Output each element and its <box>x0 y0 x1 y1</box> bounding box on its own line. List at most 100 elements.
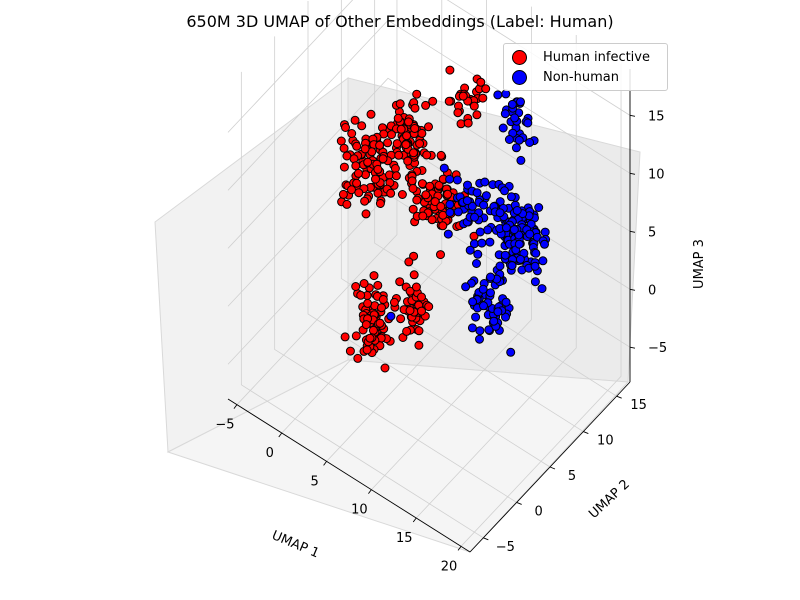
non-human-point-666 <box>486 288 495 298</box>
human-infective-point-393 <box>347 185 356 195</box>
non-human-point-637 <box>507 261 517 271</box>
non-human-point-674 <box>475 326 485 336</box>
y-tick-label-1: 0 <box>535 504 543 519</box>
non-human-point-210 <box>507 99 517 109</box>
non-human-point-644 <box>495 261 505 271</box>
non-human-point-265 <box>463 180 472 190</box>
human-infective-point-363 <box>352 178 362 188</box>
legend-label-human-infective: Human infective <box>543 49 650 65</box>
non-human-point-369 <box>472 188 482 198</box>
chart-title: 650M 3D UMAP of Other Embeddings (Label:… <box>186 12 614 31</box>
z-tick-label-4: 15 <box>648 109 665 124</box>
legend-item-human-infective: Human infective <box>512 47 650 67</box>
human-infective-point-163 <box>410 103 420 113</box>
human-infective-point-65 <box>476 77 486 87</box>
human-infective-point-652 <box>365 333 375 343</box>
human-infective-point-276 <box>401 140 411 150</box>
non-human-point-480 <box>538 256 548 266</box>
human-infective-point-93 <box>469 101 479 111</box>
human-infective-point-164 <box>409 251 419 261</box>
non-human-point-279 <box>516 97 525 107</box>
non-human-point-381 <box>473 249 483 259</box>
human-infective-point-117 <box>472 110 482 120</box>
non-human-point-554 <box>515 254 525 264</box>
human-infective-point-108 <box>407 176 417 186</box>
z-tick-label-3: 10 <box>648 167 665 182</box>
z-tick-1 <box>629 288 636 291</box>
human-infective-point-148 <box>338 189 348 199</box>
y-tick-label-3: 10 <box>597 434 614 449</box>
non-human-point-452 <box>512 206 522 215</box>
human-infective-point-529 <box>359 279 369 288</box>
non-human-point-477 <box>485 237 495 247</box>
human-infective-point-388 <box>371 174 380 184</box>
human-infective-point-316 <box>341 123 350 132</box>
human-infective-point-273 <box>339 143 349 153</box>
human-infective-point-52 <box>445 65 455 75</box>
legend-marker-red <box>512 49 527 65</box>
non-human-point-226 <box>480 177 490 187</box>
non-human-point-252 <box>452 175 462 185</box>
non-human-point-683 <box>489 316 499 326</box>
human-infective-point-195 <box>366 109 376 119</box>
non-human-point-291 <box>510 113 520 123</box>
non-human-point-677 <box>468 297 478 307</box>
non-human-point-321 <box>445 208 455 217</box>
x-tick-label-3: 10 <box>351 503 368 518</box>
y-tick-label-0: −5 <box>496 540 515 555</box>
x-axis-label: UMAP 1 <box>269 528 321 561</box>
non-human-point-328 <box>500 109 510 119</box>
human-infective-point-567 <box>405 306 415 315</box>
non-human-point-647 <box>472 259 481 268</box>
non-human-point-220 <box>445 199 455 209</box>
human-infective-point-194 <box>418 211 428 221</box>
non-human-point-669 <box>501 297 511 307</box>
non-human-point-383 <box>514 135 524 145</box>
x-tick-0 <box>233 404 238 409</box>
y-tick-label-4: 15 <box>630 398 647 413</box>
human-infective-point-295 <box>390 164 400 173</box>
non-human-point-679 <box>467 323 477 333</box>
human-infective-point-180 <box>396 124 406 134</box>
human-infective-point-284 <box>339 162 349 172</box>
non-human-point-398 <box>443 229 453 239</box>
y-tick-1 <box>516 501 522 505</box>
human-infective-point-198 <box>438 221 448 231</box>
non-human-point-583 <box>531 248 541 258</box>
human-infective-point-601 <box>389 297 399 307</box>
human-infective-point-467 <box>404 257 414 267</box>
x-tick-1 <box>278 432 283 438</box>
human-infective-point-545 <box>411 282 421 292</box>
non-human-point-428 <box>477 238 487 248</box>
non-human-point-682 <box>479 301 488 311</box>
human-infective-point-359 <box>363 157 373 167</box>
human-infective-point-190 <box>443 189 453 199</box>
non-human-point-298 <box>467 201 477 211</box>
z-tick-label-1: 0 <box>648 283 656 298</box>
human-infective-point-378 <box>373 164 383 174</box>
z-gridline-3 <box>227 19 631 191</box>
human-infective-point-173 <box>453 108 463 118</box>
non-human-point-536 <box>525 229 535 239</box>
non-human-point-175 <box>501 89 511 99</box>
non-human-point-267 <box>511 143 521 153</box>
human-infective-point-172 <box>350 115 360 125</box>
non-human-point-215 <box>493 90 503 100</box>
non-human-point-574 <box>530 261 540 271</box>
human-infective-point-78 <box>412 195 422 205</box>
non-human-point-671 <box>506 347 516 357</box>
human-infective-point-403 <box>361 209 371 219</box>
human-infective-point-109 <box>383 138 393 148</box>
human-infective-point-607 <box>380 363 390 373</box>
z-axis-label: UMAP 3 <box>692 239 707 289</box>
non-human-point-654 <box>471 312 481 322</box>
human-infective-point-487 <box>424 302 434 312</box>
non-human-point-496 <box>530 277 540 287</box>
non-human-point-248 <box>453 207 463 217</box>
non-human-point-395 <box>506 192 516 202</box>
human-infective-point-162 <box>392 139 402 149</box>
z-tick-label-2: 5 <box>648 225 656 240</box>
non-human-point-658 <box>478 284 488 294</box>
human-infective-point-138 <box>444 96 454 106</box>
